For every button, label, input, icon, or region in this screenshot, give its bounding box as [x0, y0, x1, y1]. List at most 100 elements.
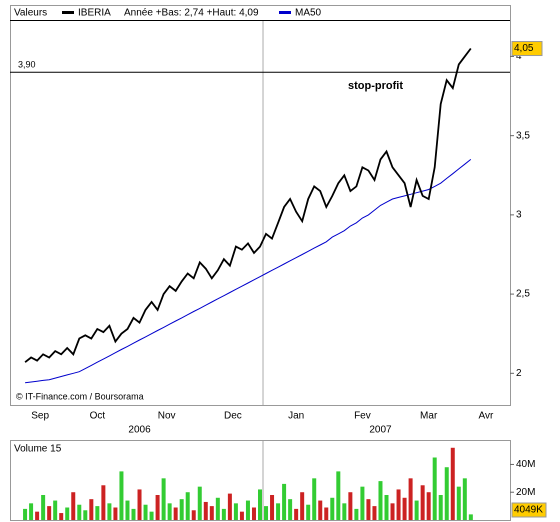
- series-line: [24, 47, 472, 363]
- volume-bar: [348, 492, 353, 520]
- volume-bar: [227, 493, 232, 520]
- legend-swatch: [62, 11, 74, 14]
- volume-bar: [462, 478, 467, 520]
- volume-bar: [239, 511, 244, 520]
- volume-bar: [113, 507, 118, 520]
- y-tick-label: 2,5: [516, 289, 530, 300]
- volume-bar: [29, 503, 34, 520]
- x-tick-label: Sep: [31, 411, 49, 422]
- price-panel: [10, 5, 511, 406]
- volume-bar: [221, 508, 226, 520]
- volume-bar: [294, 508, 299, 520]
- volume-bar: [143, 504, 148, 520]
- volume-bar: [209, 506, 214, 520]
- y-tick-label: 3: [516, 210, 522, 221]
- volume-bar: [23, 508, 28, 520]
- year-label: 2007: [369, 425, 392, 436]
- volume-bar: [360, 486, 365, 520]
- volume-bar: [197, 486, 202, 520]
- volume-bar: [83, 510, 88, 520]
- volume-bar: [245, 500, 250, 520]
- volume-bar: [191, 510, 196, 520]
- volume-bar: [378, 481, 383, 520]
- volume-bar: [408, 478, 413, 520]
- volume-bar: [131, 508, 136, 520]
- last-value-box: [511, 502, 547, 518]
- volume-bar: [390, 503, 395, 520]
- volume-bar: [65, 507, 70, 520]
- volume-bar: [125, 500, 130, 520]
- legend-swatch: [279, 11, 291, 14]
- volume-bar: [330, 497, 335, 520]
- volume-bar: [384, 495, 389, 520]
- volume-bar: [173, 507, 178, 520]
- volume-bar: [203, 501, 208, 520]
- volume-bar: [414, 500, 419, 520]
- volume-bar: [282, 483, 287, 520]
- volume-bar: [444, 467, 449, 520]
- volume-bar: [95, 506, 100, 520]
- volume-bar: [354, 508, 359, 520]
- volume-bar: [35, 511, 40, 520]
- volume-bar: [372, 506, 377, 520]
- volume-bar: [161, 478, 166, 520]
- volume-bar: [41, 495, 46, 520]
- volume-bar: [312, 478, 317, 520]
- volume-bar: [77, 504, 82, 520]
- volume-bar: [318, 500, 323, 520]
- volume-bar: [264, 506, 269, 520]
- volume-bar: [101, 485, 106, 520]
- volume-bar: [270, 495, 275, 520]
- reference-label: 3,90: [18, 60, 36, 70]
- x-tick-label: Dec: [224, 411, 242, 422]
- volume-bar: [119, 471, 124, 520]
- volume-bar: [71, 492, 76, 520]
- x-tick-label: Fev: [354, 411, 371, 422]
- y-tick-label: 3,5: [516, 130, 530, 141]
- volume-bar: [167, 503, 172, 520]
- volume-bar: [456, 486, 461, 520]
- volume-bar: [276, 503, 281, 520]
- volume-bar: [366, 499, 371, 520]
- volume-bar: [300, 492, 305, 520]
- legend-entry: IBERIA: [78, 8, 111, 19]
- y-tick-label: 2: [516, 368, 522, 379]
- volume-bar: [59, 513, 64, 520]
- volume-bar: [468, 514, 473, 520]
- volume-bar: [336, 471, 341, 520]
- volume-bar: [47, 506, 52, 520]
- volume-bar: [396, 489, 401, 520]
- volume-bar: [179, 499, 184, 520]
- year-label: 2006: [128, 425, 151, 436]
- volume-bar: [251, 507, 256, 520]
- series-line: [25, 159, 472, 384]
- volume-bar: [288, 499, 293, 520]
- volume-bar: [432, 457, 437, 520]
- x-tick-label: Mar: [420, 411, 438, 422]
- legend-label: Valeurs: [14, 8, 47, 19]
- x-tick-label: Oct: [90, 411, 106, 422]
- volume-bar: [342, 503, 347, 520]
- volume-bar: [107, 503, 112, 520]
- last-value-label: 4,05: [514, 43, 534, 54]
- volume-bar: [306, 504, 311, 520]
- volume-bar: [438, 495, 443, 520]
- range-note: Année +Bas: 2,74 +Haut: 4,09: [124, 8, 259, 19]
- x-tick-label: Nov: [158, 411, 176, 422]
- last-value-box: [511, 41, 543, 57]
- volume-bar: [155, 495, 160, 520]
- volume-bar: [420, 485, 425, 520]
- volume-title: Volume 15: [14, 444, 62, 455]
- volume-bar: [258, 489, 262, 520]
- volume-bar: [215, 497, 220, 520]
- x-tick-label: Jan: [288, 411, 304, 422]
- volume-bar: [89, 499, 94, 520]
- volume-bar: [53, 500, 58, 520]
- y-tick-label: 40M: [516, 459, 535, 470]
- last-value-label: 4049K: [514, 505, 543, 516]
- credit: © IT-Finance.com / Boursorama: [16, 391, 144, 401]
- volume-bar: [426, 492, 431, 520]
- volume-bar: [149, 511, 154, 520]
- y-tick-label: 20M: [516, 487, 535, 498]
